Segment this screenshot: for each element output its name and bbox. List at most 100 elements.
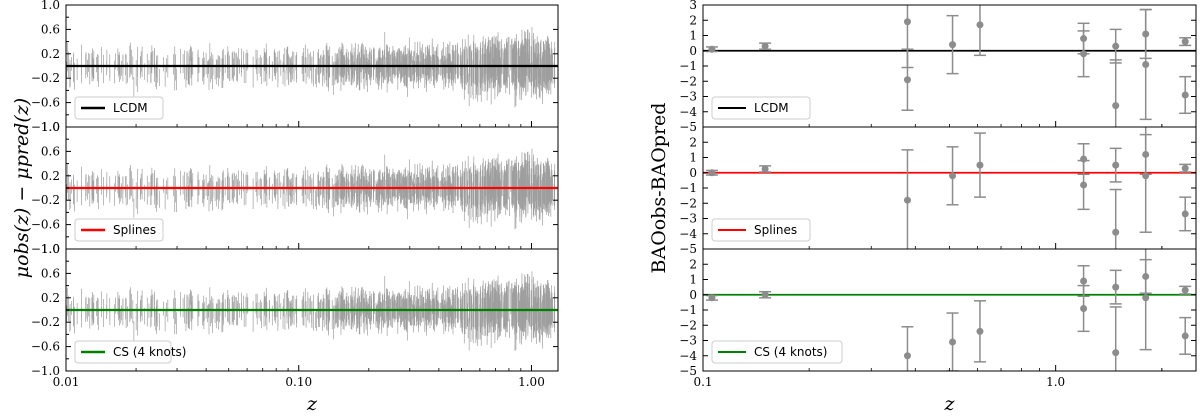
y-tick-label: −1.0 [31,364,60,378]
y-tick-label: −3 [679,212,697,226]
x-tick-label: 0.1 [693,375,712,389]
y-tick-label: −0.6 [31,96,60,110]
y-axis-label: BAOobs-BAOpred [648,103,670,274]
bao-point [1181,164,1189,172]
y-tick-label: −2 [679,318,697,332]
sn-errorbars [66,26,556,108]
y-tick-label: −5 [679,364,697,378]
legend: LCDM [711,96,811,120]
y-tick-label: 1.0 [41,120,60,134]
y-tick-label: −2 [679,74,697,88]
y-tick-label: −4 [679,105,697,119]
y-tick-label: 0.6 [41,266,60,280]
bao-point [949,338,957,346]
y-tick-label: 0.2 [41,47,60,61]
legend: Splines [74,218,164,242]
legend-label: Splines [754,223,797,237]
y-tick-label: 1 [689,29,697,43]
y-tick-label: −3 [679,334,697,348]
y-tick-label: −1 [679,181,697,195]
bao-point [1112,102,1120,110]
bao-point [761,165,769,173]
bao-point [708,45,716,53]
bao-point [1080,304,1088,312]
bao-point [976,21,984,29]
bao-point [1112,283,1120,291]
bao-point [1080,181,1088,189]
y-tick-label: −0.2 [31,193,60,207]
bao-point [708,169,716,177]
bao-point [1112,349,1120,357]
legend-box [711,340,843,364]
sn-panel-2: −1.0 −0.6 −0.2 0.2 0.6 1.0 Splines [31,120,559,256]
y-tick-label: −1 [679,303,697,317]
bao-point [1181,91,1189,99]
legend-label: CS (4 knots) [754,345,827,359]
bao-panel-1: −5−4−3 −2−101 23 LCDM [679,0,1197,134]
y-tick-label: 0 [689,44,697,58]
y-tick-label: 0 [689,166,697,180]
y-tick-label: −1 [679,59,697,73]
bao-panel-3: −5−4−3 −2−101 2 0.1 1.0 CS (4 knots) [679,248,1197,389]
y-tick-label: −5 [679,242,697,256]
bao-point [903,196,911,204]
bao-point [1112,228,1120,236]
bao-point [1080,277,1088,285]
y-tick-label: −0.2 [31,71,60,85]
bao-point [949,172,957,180]
bao-point [1181,210,1189,218]
y-tick-label: 1 [689,151,697,165]
x-axis-label: z [306,393,318,415]
bao-point [949,41,957,49]
sn-errorbars [66,148,556,230]
bao-panel-2: −5−4−3 −2−101 2 Splines [679,126,1197,256]
legend: LCDM [74,96,164,120]
x-tick-label: 0.01 [53,375,80,389]
y-tick-label: −5 [679,120,697,134]
y-tick-label: 2 [689,13,697,27]
legend-box [711,218,811,242]
bao-point [903,76,911,84]
legend: CS (4 knots) [711,340,843,364]
bao-points [703,127,1196,249]
bao-point [976,161,984,169]
sn-panel-3: −1.0 −0.6 −0.2 0.2 0.6 1.0 0.01 0.10 1.00 CS (4 k… [31,242,559,389]
bao-residuals-chart: −5−4−3−2−10123LCDM−5−4−3−2−1012Splines−5… [648,0,1197,415]
legend-label: LCDM [113,101,148,115]
y-tick-label: 0.2 [41,169,60,183]
sn-residuals-chart: −1.0 −0.6 −0.2 0.2 0.6 1.0 LCDM −1.0 −0.6 −0.2 0.2… [11,0,559,415]
y-tick-label: 1.0 [41,0,60,12]
bao-points [703,249,1196,371]
y-tick-label: 0.6 [41,22,60,36]
legend: Splines [711,218,811,242]
y-tick-label: 2 [689,257,697,271]
y-tick-label: −0.2 [31,315,60,329]
y-tick-label: −1.0 [31,120,60,134]
y-tick-label: 0 [689,288,697,302]
bao-point [1142,172,1150,180]
bao-point [1142,294,1150,302]
y-axis-label: μobs(z) − μpred(z) [11,98,33,278]
y-tick-label: 3 [689,0,697,12]
bao-point [1112,161,1120,169]
y-tick-label: 0.6 [41,144,60,158]
y-tick-label: −0.6 [31,218,60,232]
legend: CS (4 knots) [74,340,186,364]
y-tick-label: −2 [679,196,697,210]
y-tick-label: 2 [689,135,697,149]
sn-errorbars [66,271,556,352]
x-tick-label: 0.10 [285,375,312,389]
bao-point [761,291,769,299]
sn-panel-1: −1.0 −0.6 −0.2 0.2 0.6 1.0 LCDM [31,0,559,134]
bao-point [903,18,911,26]
y-tick-label: −1.0 [31,242,60,256]
bao-point [976,327,984,335]
y-tick-label: 0.2 [41,291,60,305]
y-tick-label: 1 [689,273,697,287]
legend-box [74,218,164,242]
bao-points [703,5,1196,127]
y-tick-label: −0.6 [31,340,60,354]
legend-box [74,96,164,120]
bao-point [708,294,716,302]
